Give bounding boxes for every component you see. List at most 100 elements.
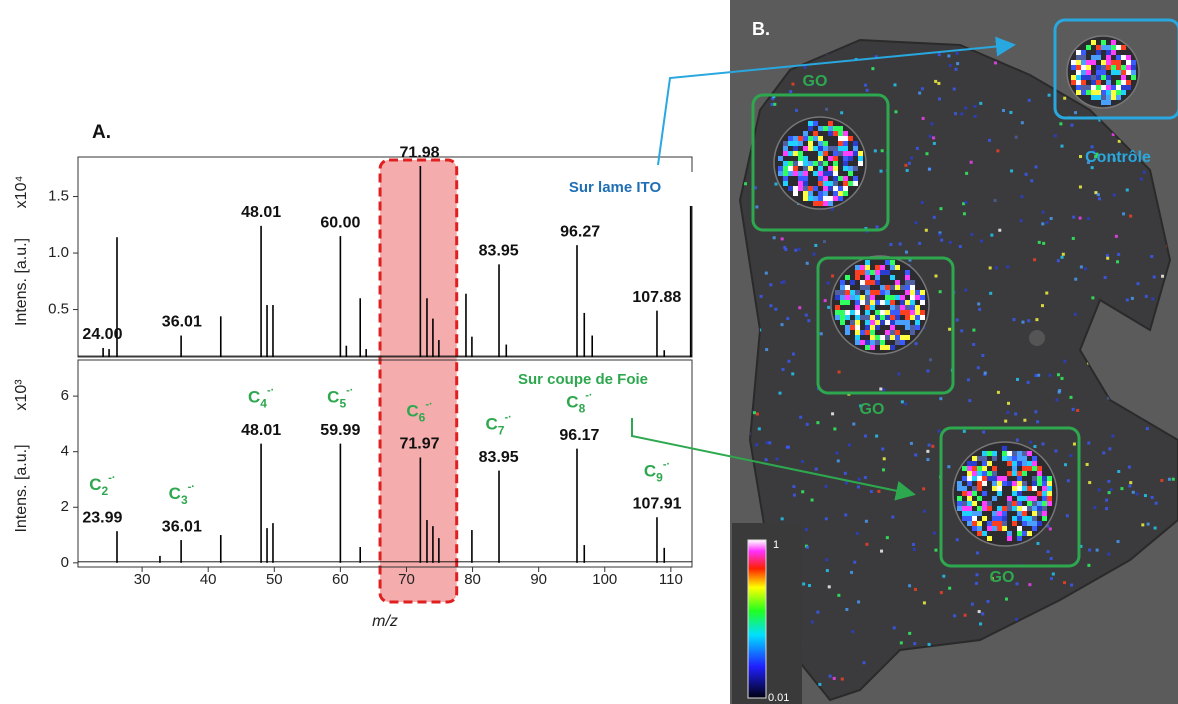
- ion-sub: 5: [339, 397, 346, 411]
- spot-label: GO: [860, 401, 885, 418]
- spot-pixel: [1081, 85, 1086, 90]
- speckle: [897, 372, 901, 376]
- speckle: [1078, 185, 1082, 189]
- speckle: [1037, 373, 1041, 377]
- spot-pixel: [1076, 85, 1081, 90]
- spot-pixel: [823, 196, 828, 201]
- spot-pixel: [1017, 461, 1022, 466]
- spot-pixel: [905, 325, 910, 330]
- speckle: [1154, 501, 1158, 505]
- spot-pixel: [823, 151, 828, 156]
- speckle: [1061, 252, 1065, 256]
- speckle: [993, 61, 997, 65]
- spot-pixel: [865, 295, 870, 300]
- spot-pixel: [997, 526, 1002, 531]
- peak-label: 36.01: [162, 518, 202, 535]
- speckle: [1015, 617, 1019, 621]
- spot-pixel: [843, 191, 848, 196]
- speckle: [865, 542, 869, 546]
- spot-pixel: [803, 166, 808, 171]
- spot-pixel: [1126, 80, 1131, 85]
- spot-pixel: [1002, 516, 1007, 521]
- speckle: [1141, 523, 1145, 527]
- speckle: [962, 202, 966, 206]
- spot-pixel: [798, 181, 803, 186]
- spot-pixel: [1121, 45, 1126, 50]
- speckle: [1120, 487, 1124, 491]
- spot-pixel: [1096, 65, 1101, 70]
- spot-pixel: [1017, 511, 1022, 516]
- spot-pixel: [818, 166, 823, 171]
- spot-pixel: [813, 121, 818, 126]
- speckle: [1045, 291, 1049, 295]
- spot-pixel: [833, 176, 838, 181]
- spot-pixel: [783, 171, 788, 176]
- spot-pixel: [1111, 85, 1116, 90]
- spot-pixel: [910, 295, 915, 300]
- spot-pixel: [972, 516, 977, 521]
- spot-pixel: [848, 136, 853, 141]
- speckle: [982, 430, 986, 434]
- speckle: [927, 167, 931, 171]
- panel-label: B.: [752, 19, 770, 39]
- speckle: [1116, 540, 1120, 544]
- speckle: [840, 677, 844, 681]
- spot-pixel: [838, 126, 843, 131]
- speckle: [755, 205, 759, 209]
- spot-pixel: [1086, 65, 1091, 70]
- spot-pixel: [972, 521, 977, 526]
- spot-pixel: [798, 161, 803, 166]
- spot-pixel: [1096, 70, 1101, 75]
- speckle: [772, 95, 776, 99]
- speckle: [780, 517, 784, 521]
- spot-pixel: [858, 151, 863, 156]
- speckle: [764, 271, 768, 275]
- speckle: [1117, 139, 1121, 143]
- spot-pixel: [1081, 55, 1086, 60]
- spot-pixel: [957, 496, 962, 501]
- speckle: [1105, 507, 1109, 511]
- speckle: [1146, 522, 1150, 526]
- spot-pixel: [828, 146, 833, 151]
- peak-label: 83.95: [479, 243, 519, 260]
- spot-pixel: [982, 481, 987, 486]
- spot-pixel: [997, 491, 1002, 496]
- spot-pixel: [885, 320, 890, 325]
- spot-pixel: [885, 335, 890, 340]
- speckle: [934, 548, 938, 552]
- spot-pixel: [880, 320, 885, 325]
- spot-pixel: [900, 340, 905, 345]
- spot-pixel: [1091, 80, 1096, 85]
- plot-frame: [77, 156, 693, 358]
- speckle: [794, 248, 798, 252]
- spot-pixel: [905, 275, 910, 280]
- spot-pixel: [997, 481, 1002, 486]
- spot-pixel: [838, 131, 843, 136]
- speckle: [964, 200, 968, 204]
- speckle: [1053, 134, 1057, 138]
- spot-pixel: [1037, 501, 1042, 506]
- speckle: [768, 441, 772, 445]
- spot-pixel: [850, 320, 855, 325]
- speckle: [1019, 219, 1023, 223]
- speckle: [1060, 255, 1064, 259]
- speckle: [828, 674, 832, 678]
- spot-pixel: [1081, 75, 1086, 80]
- speckle: [773, 102, 777, 106]
- speckle: [885, 536, 889, 540]
- ion-label: C4-·: [248, 385, 274, 411]
- spot-pixel: [1101, 90, 1106, 95]
- spot-pixel: [885, 285, 890, 290]
- spot-pixel: [1012, 491, 1017, 496]
- speckle: [926, 449, 930, 453]
- spot-pixel: [967, 501, 972, 506]
- speckle: [864, 519, 868, 523]
- spot-pixel: [853, 166, 858, 171]
- spot-pixel: [1002, 511, 1007, 516]
- speckle: [1117, 252, 1121, 256]
- spot-pixel: [845, 330, 850, 335]
- spot-pixel: [1116, 55, 1121, 60]
- speckle: [1046, 550, 1050, 554]
- x-tick-label: 90: [530, 571, 547, 588]
- ion-sup: -·: [504, 411, 511, 423]
